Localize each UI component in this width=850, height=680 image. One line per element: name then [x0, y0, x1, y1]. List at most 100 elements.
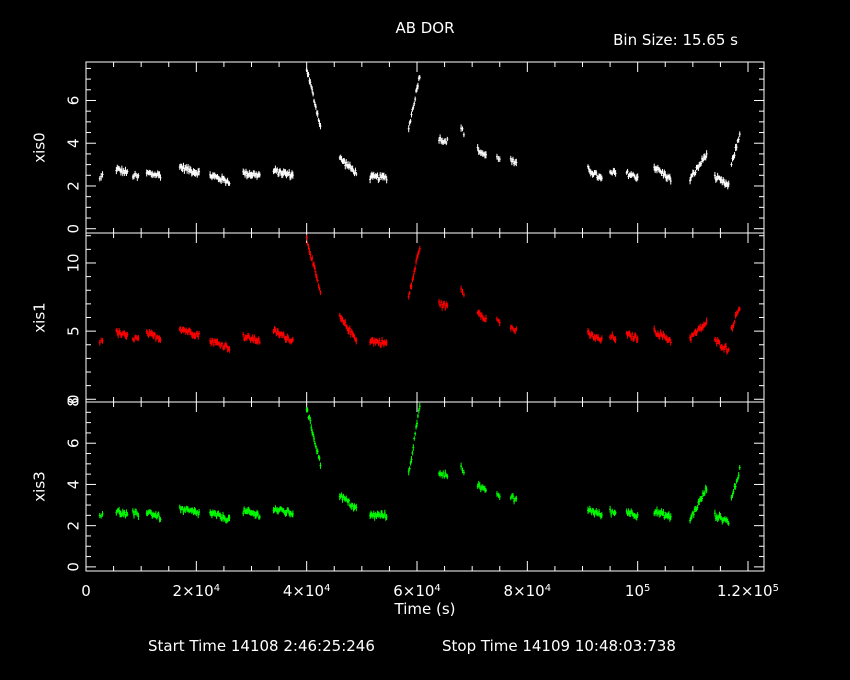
series-segment-xis1: [625, 330, 639, 344]
series-segment-xis3: [178, 504, 201, 519]
panel-xis3: 0 2 4 6 8 xis3: [31, 397, 765, 572]
x-tick-exponent: 4: [434, 583, 440, 594]
series-segment-xis1: [609, 331, 617, 344]
y-tick-label-xis3: 4: [65, 480, 83, 490]
series-segment-xis1: [713, 337, 730, 355]
series-segment-xis1: [178, 326, 201, 340]
y-tick-label-xis1: 5: [65, 326, 83, 336]
series-segment-xis3: [407, 402, 421, 476]
series-segment-xis1: [460, 285, 465, 298]
series-segment-xis3: [438, 469, 449, 480]
series-segment-xis0: [509, 155, 518, 167]
series-segment-xis0: [115, 164, 129, 177]
y-tick-label-xis0: 4: [65, 138, 83, 148]
series-segment-xis1: [509, 324, 518, 335]
series-segment-xis0: [338, 154, 358, 177]
series-segment-xis3: [145, 509, 162, 523]
stop-time-label: Stop Time 14109 10:48:03:738: [442, 637, 676, 655]
series-segment-xis3: [713, 509, 730, 526]
series-segment-xis1: [209, 337, 231, 353]
series-segment-xis0: [98, 171, 104, 182]
series-segment-xis0: [609, 167, 617, 177]
series-segment-xis0: [460, 124, 465, 138]
y-tick-label-xis3: 2: [65, 521, 83, 531]
series-segment-xis0: [407, 75, 421, 133]
series-segment-xis3: [338, 492, 358, 512]
series-segment-xis3: [272, 505, 294, 518]
series-segment-xis0: [242, 168, 261, 180]
series-segment-xis3: [730, 465, 741, 501]
series-segment-xis1: [689, 317, 708, 343]
series-segment-xis1: [369, 336, 388, 348]
series-segment-xis3: [115, 506, 129, 519]
x-tick-label: 2×104: [173, 582, 221, 600]
series-segment-xis0: [495, 153, 501, 162]
series-segment-xis0: [653, 163, 672, 185]
y-tick-label-xis1: 10: [65, 253, 83, 272]
series-segment-xis1: [131, 334, 140, 343]
series-segment-xis1: [305, 234, 322, 296]
panel-xis0: 0 2 4 6 xis0: [31, 61, 765, 234]
series-segment-xis1: [145, 329, 162, 343]
y-tick-label-xis0: 0: [65, 224, 83, 234]
series-segment-xis3: [209, 509, 231, 524]
y-tick-label-xis1: 0: [65, 395, 83, 405]
series-segment-xis1: [272, 326, 294, 345]
y-axis-label-xis0: xis0: [31, 132, 49, 162]
series-segment-xis3: [587, 505, 603, 520]
x-tick-label: 0: [81, 582, 91, 600]
series-segment-xis3: [509, 492, 518, 505]
y-tick-label-xis3: 0: [65, 562, 83, 572]
series-segment-xis3: [653, 506, 672, 522]
series-segment-xis3: [625, 508, 639, 521]
x-tick-exponent: 4: [214, 583, 220, 594]
x-tick-label: 105: [625, 582, 650, 600]
series-segment-xis3: [98, 511, 104, 519]
series-segment-xis3: [476, 480, 487, 493]
series-segment-xis1: [587, 327, 603, 344]
series-segment-xis0: [178, 162, 201, 178]
x-axis-label: Time (s): [394, 600, 456, 618]
series-segment-xis0: [131, 170, 140, 181]
series-segment-xis1: [730, 306, 741, 332]
y-axis-label-xis3: xis3: [31, 471, 49, 501]
panel-xis1: 0 5 10 xis1: [31, 232, 765, 405]
series-segment-xis0: [476, 144, 487, 159]
y-tick-label-xis0: 6: [65, 96, 83, 106]
x-tick-label: 1.2×105: [717, 582, 779, 600]
series-segment-xis0: [713, 171, 730, 190]
series-segment-xis3: [689, 484, 708, 524]
series-segment-xis1: [653, 325, 672, 346]
series-segment-xis1: [476, 309, 487, 323]
series-segment-xis3: [305, 406, 322, 469]
series-segment-xis0: [689, 150, 708, 185]
series-segment-xis3: [369, 509, 388, 521]
y-tick-label-xis3: 6: [65, 438, 83, 448]
series-segment-xis3: [609, 505, 617, 518]
series-segment-xis1: [98, 337, 104, 346]
series-segment-xis0: [305, 67, 322, 130]
series-segment-xis3: [460, 462, 465, 476]
series-segment-xis3: [495, 491, 501, 501]
series-segment-xis1: [495, 316, 501, 327]
bin-size-label: Bin Size: 15.65 s: [613, 31, 738, 49]
chart-title: AB DOR: [395, 19, 454, 37]
series-segment-xis1: [242, 331, 261, 345]
x-tick-label: 6×104: [393, 582, 441, 600]
y-tick-label-xis0: 2: [65, 181, 83, 191]
series-segment-xis0: [209, 171, 231, 186]
series-segment-xis0: [438, 134, 449, 146]
series-segment-xis0: [272, 165, 294, 181]
series-segment-xis0: [369, 171, 388, 184]
x-tick-exponent: 5: [773, 583, 779, 594]
panels-group: 0 2 4 6 xis0 0 5 10 xis1 0 2 4 6 8 xis3 0 2×104 4×104 6×10…: [31, 61, 779, 600]
x-tick-exponent: 4: [545, 583, 551, 594]
y-tick-label-xis3: 8: [65, 397, 83, 407]
series-segment-xis1: [338, 312, 358, 345]
series-segment-xis0: [625, 168, 639, 182]
x-tick-exponent: 4: [324, 583, 330, 594]
series-segment-xis1: [438, 298, 449, 311]
series-segment-xis1: [407, 245, 421, 300]
series-segment-xis1: [115, 327, 129, 340]
